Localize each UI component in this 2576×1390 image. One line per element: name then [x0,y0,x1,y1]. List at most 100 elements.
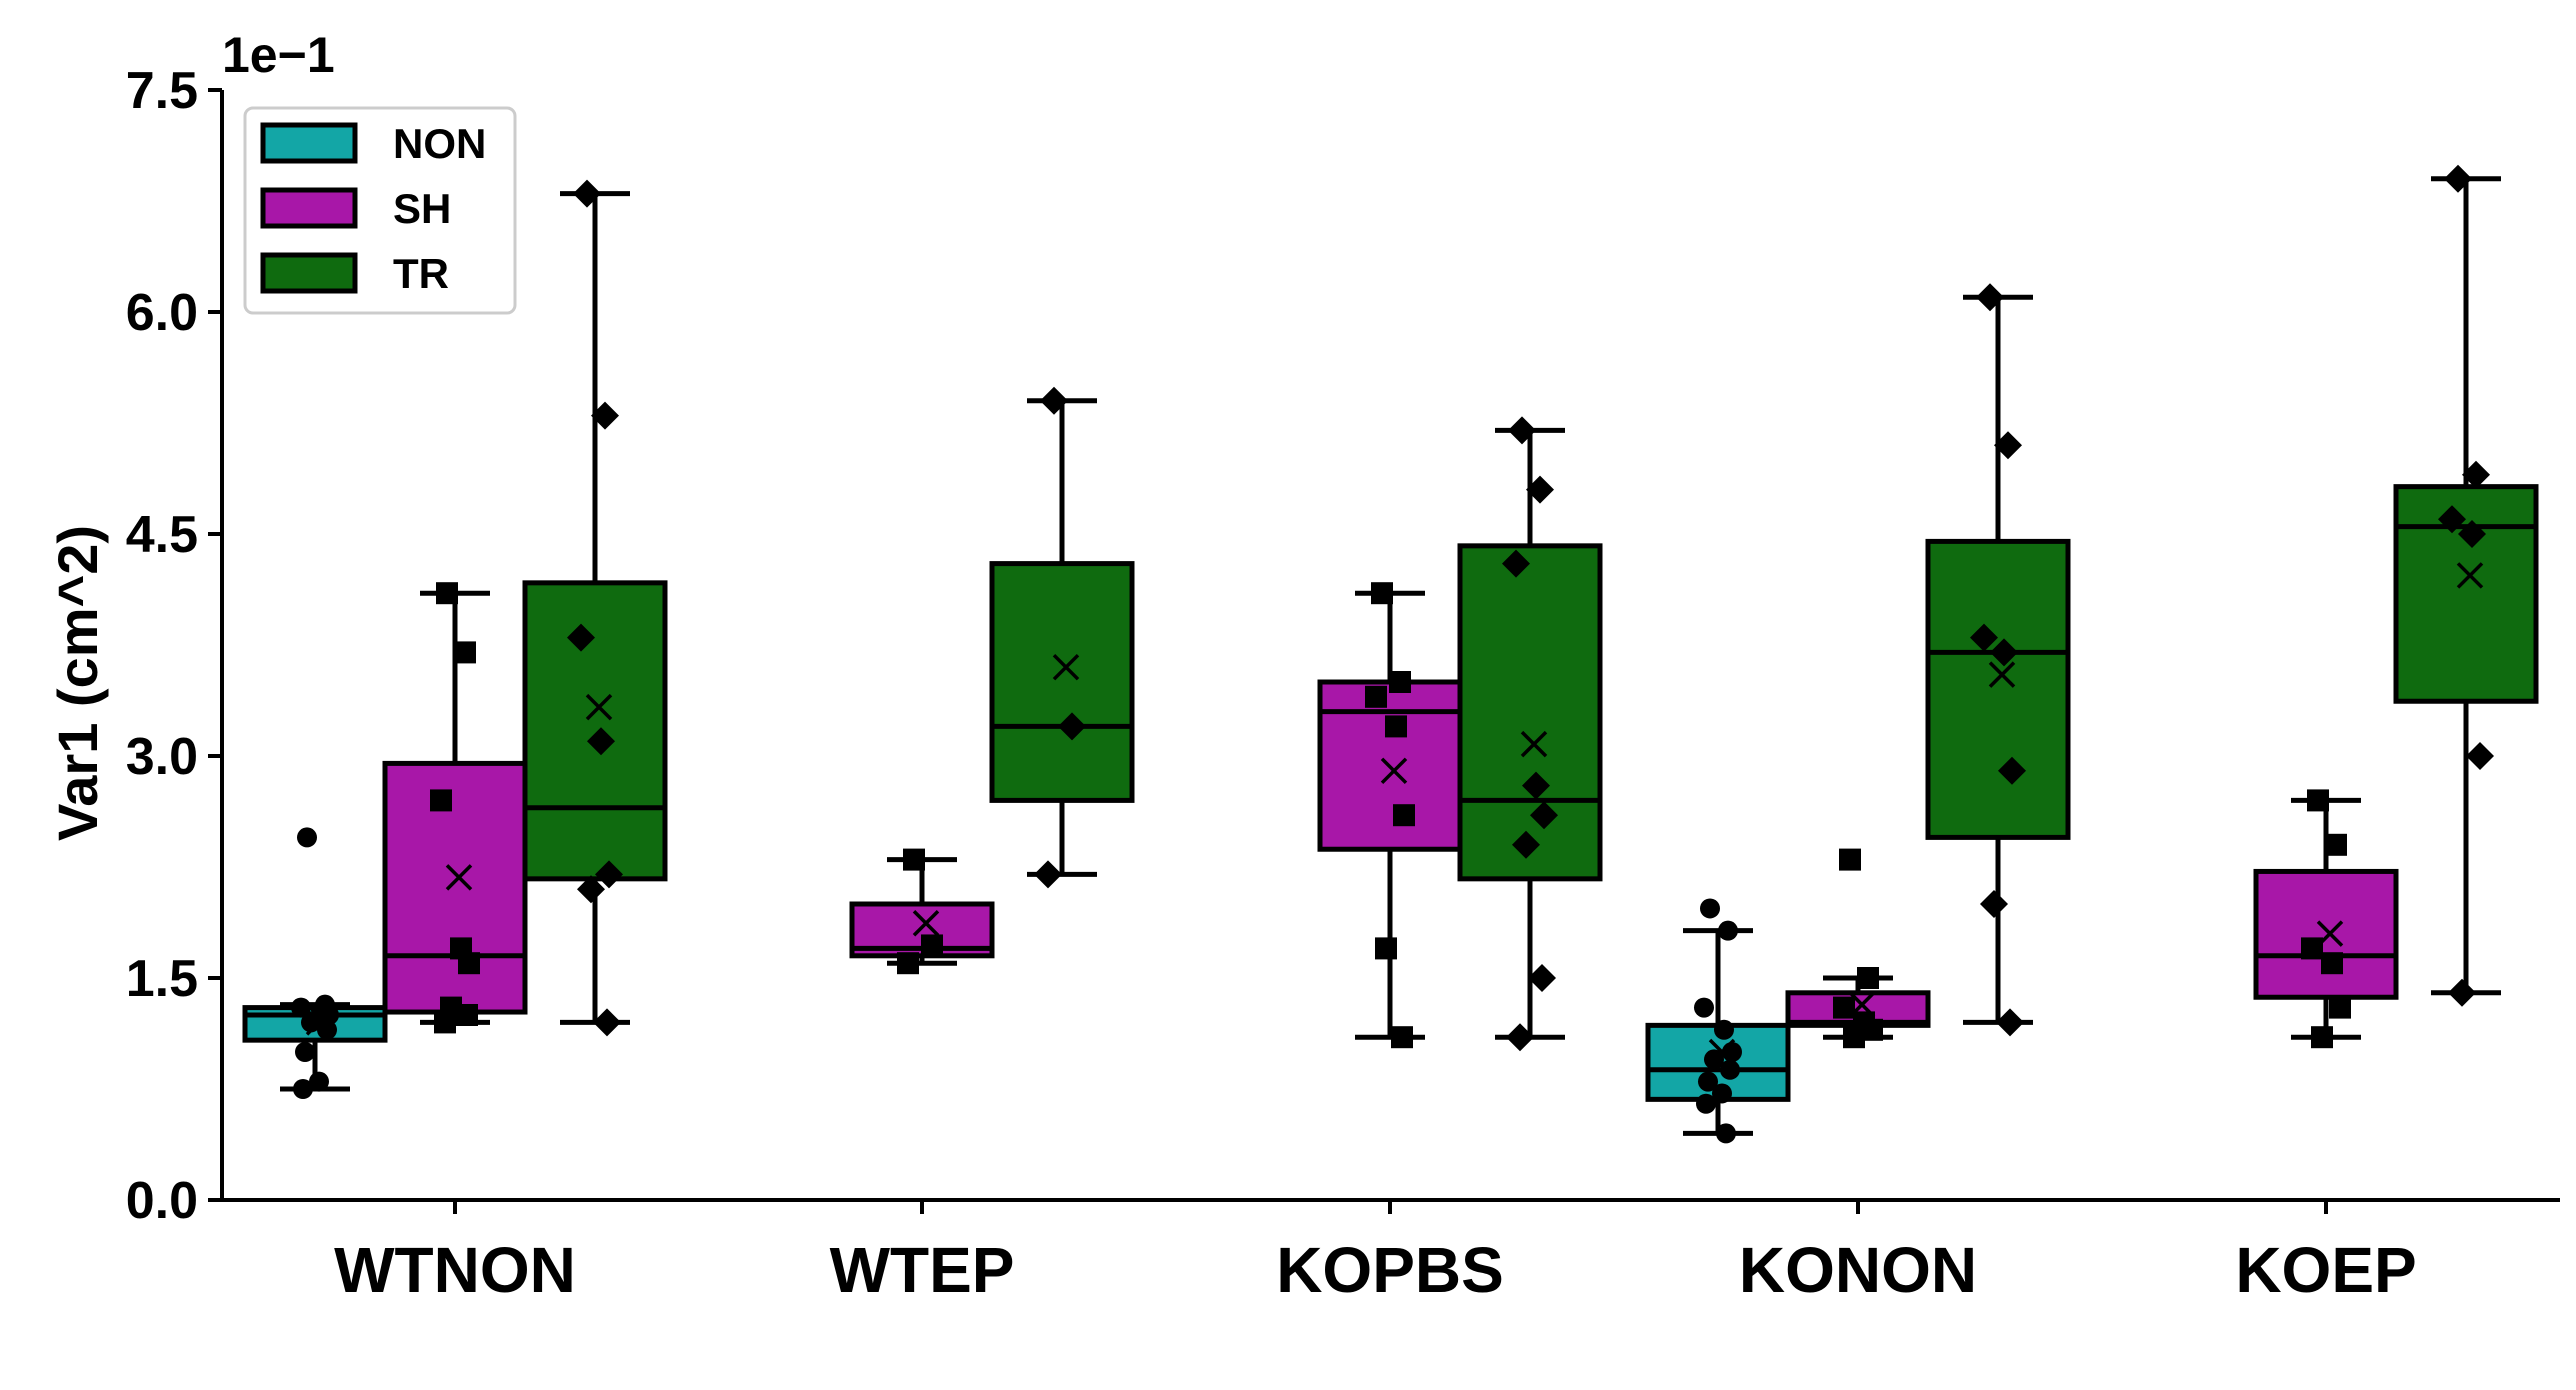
y-tick-label: 4.5 [126,506,198,564]
box-iqr [522,580,668,882]
data-point [1698,1071,1718,1092]
data-point [1040,386,1068,415]
legend-swatch-tr [260,252,358,294]
data-point [1980,890,2008,918]
data-point [897,952,919,975]
data-point [1716,1123,1736,1144]
data-point [1371,582,1393,605]
data-point [2301,937,2323,960]
box-tr-koep [2393,164,2539,1007]
data-point [1712,1083,1732,1104]
data-point [593,1008,621,1037]
x-tick-label-wtnon: WTNON [334,1234,576,1306]
data-point [1696,1093,1716,1114]
data-point [456,1004,478,1026]
legend-label-sh: SH [393,185,451,232]
data-point [458,952,480,975]
y-scale-label: 1e−1 [222,27,335,83]
box-non-wtnon [242,827,388,1099]
data-point [1970,623,1998,652]
box-iqr [1457,543,1603,882]
box-sh-kopbs [1317,582,1463,1049]
data-point [454,641,476,664]
data-point [2462,460,2490,489]
axes: Var1 (cm^2) 1e−1 0.0 1.5 3.0 4.5 6.0 7.5 WTNON… [46,27,2560,1306]
mean-marker [1520,730,1548,758]
data-point [1365,685,1387,708]
data-point [1976,283,2004,312]
x-tick-label-koep: KOEP [2235,1234,2416,1306]
data-point [1034,860,1062,889]
data-point [2307,789,2329,812]
data-point [1720,1059,1740,1080]
box-non-konon [1645,898,1791,1144]
data-point [1843,1026,1865,1049]
data-point [295,1042,315,1062]
x-tick-label-kopbs: KOPBS [1276,1234,1504,1306]
data-point [2321,952,2343,975]
data-point [1857,967,1879,989]
plot-area [242,164,2539,1144]
data-point [567,623,595,652]
data-point [1506,1023,1534,1052]
box-tr-konon [1925,283,2071,1037]
data-point [1393,804,1415,827]
data-point [1714,1019,1734,1040]
mean-marker [305,1009,333,1036]
legend-swatch-sh [260,187,358,229]
data-point [1718,920,1738,941]
data-point [1994,431,2022,460]
data-point [2444,164,2472,193]
box-sh-koep [2253,789,2399,1049]
data-point [2325,833,2347,856]
data-point [1391,1026,1413,1049]
data-point [1512,830,1540,859]
data-point [1385,715,1407,738]
data-point [595,860,623,889]
y-tick-label: 1.5 [126,950,198,1008]
mean-marker [1848,991,1876,1018]
data-point [309,1071,329,1092]
box-sh-wtnon [382,582,528,1034]
data-point [1502,549,1530,578]
data-point [293,1079,313,1099]
data-point [1522,771,1550,800]
box-tr-wtnon [522,179,668,1037]
data-point [2311,1026,2333,1049]
data-point [2458,520,2486,548]
data-point [1998,756,2026,785]
data-point [1508,416,1536,445]
mean-marker [445,864,473,891]
x-tick-label-konon: KONON [1739,1234,1977,1306]
data-point [1722,1042,1742,1062]
data-point [1996,1008,2024,1037]
data-point [587,727,615,756]
data-point [1990,638,2018,667]
mean-marker [1380,757,1408,785]
data-point [297,827,317,848]
box-iqr [1925,538,2071,840]
mean-marker [2456,562,2484,589]
box-iqr [989,561,1135,803]
data-point [1694,997,1714,1018]
data-point [573,179,601,208]
mean-marker [1988,661,2016,688]
data-point [1700,898,1720,919]
data-point [1058,712,1086,741]
data-point [1389,671,1411,693]
y-tick-label: 3.0 [126,728,198,786]
data-point [1839,848,1861,871]
data-point [2448,978,2476,1007]
y-tick-label: 7.5 [126,62,198,120]
legend: NON SH TR [243,106,517,315]
data-point [291,997,311,1018]
data-point [1528,964,1556,992]
box-iqr [382,760,528,1015]
x-tick-label-wtep: WTEP [830,1234,1015,1306]
data-point [577,875,605,904]
data-point [591,401,619,430]
box-iqr [2393,484,2539,704]
data-point [434,1011,456,1034]
mean-marker [2316,920,2344,947]
